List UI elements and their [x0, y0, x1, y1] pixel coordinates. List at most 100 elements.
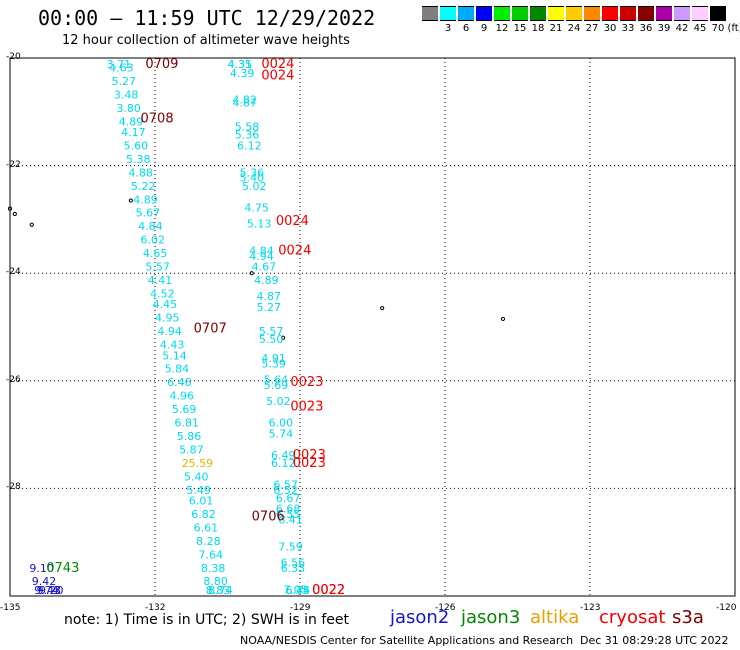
wave-height-value: 25.59 — [182, 457, 214, 470]
wave-height-value: 8.80 — [203, 575, 228, 588]
wave-height-value: 4.87 — [257, 290, 282, 303]
wave-height-value: 6.81 — [174, 417, 199, 430]
wave-height-value: 4.17 — [121, 126, 145, 139]
pass-time-label: 0024 — [276, 214, 309, 229]
pass-time-label: 0023 — [290, 399, 323, 414]
wave-height-value: 5.57 — [145, 261, 170, 274]
wave-height-value: 4.89 — [119, 115, 144, 128]
legend-cryosat: cryosat — [599, 607, 666, 628]
wave-height-value: 4.94 — [249, 250, 274, 263]
map-frame — [9, 57, 736, 597]
colorbar-tick-label: 15 — [513, 23, 527, 34]
wave-height-value: 3.48 — [114, 88, 138, 101]
colorbar-swatch — [620, 6, 636, 21]
wave-height-value: 5.40 — [240, 172, 264, 185]
colorbar-swatch — [638, 6, 654, 21]
pass-time-label: 0023 — [290, 375, 323, 390]
colorbar-tick-label: 21 — [549, 23, 563, 34]
wave-height-value: 4.41 — [148, 274, 173, 287]
colorbar-tick-label: 12 — [495, 23, 509, 34]
wave-height-value: 6.12 — [271, 457, 296, 470]
colorbar-swatch — [566, 6, 582, 21]
island-marker — [380, 306, 385, 311]
colorbar-tick-label: 39 — [657, 23, 671, 34]
wave-height-value: 4.94 — [157, 325, 182, 338]
longitude-tick-label: -120 — [716, 603, 737, 613]
colorbar-swatch — [512, 6, 528, 21]
colorbar-unit: (ft) — [727, 23, 740, 34]
wave-height-value: 5.67 — [136, 207, 161, 220]
wave-height-value: 4.84 — [138, 220, 163, 233]
colorbar-tick-label: 70 — [711, 23, 725, 34]
wave-height-value: 6.57 — [273, 478, 298, 491]
wave-height-value: 3.71 — [107, 58, 131, 71]
wave-height-value: 3.80 — [116, 102, 141, 115]
wave-height-value: 5.64 — [264, 373, 289, 386]
pass-time-label: 0023 — [293, 456, 326, 471]
wave-height-value: 7.59 — [278, 540, 303, 553]
colorbar-tick-label: 45 — [693, 23, 707, 34]
wave-height-value: 8.83 — [206, 584, 231, 597]
wave-height-value: 5.02 — [266, 395, 291, 408]
wave-height-value: 8.38 — [201, 562, 226, 575]
wave-height-value: 5.69 — [172, 403, 197, 416]
wave-height-value: 4.89 — [133, 193, 158, 206]
wave-height-value: 5.58 — [235, 121, 260, 134]
wave-height-value: 5.02 — [242, 180, 267, 193]
legend-s3a: s3a — [672, 607, 704, 628]
latitude-tick-label: -22 — [6, 159, 21, 170]
wave-height-value: 6.75 — [286, 584, 311, 597]
longitude-tick-label: -129 — [290, 603, 311, 613]
colorbar-swatch — [548, 6, 564, 21]
colorbar-swatch — [602, 6, 618, 21]
colorbar-swatch — [476, 6, 492, 21]
wave-height-value: 4.67 — [252, 261, 277, 274]
colorbar-tick-label: 36 — [639, 23, 653, 34]
latitude-tick-label: -26 — [6, 374, 21, 385]
wave-height-value: 4.43 — [160, 339, 185, 352]
island-marker — [12, 211, 17, 217]
wave-height-value: 4.31 — [228, 58, 253, 71]
wave-height-value: 6.68 — [276, 503, 301, 516]
pass-time-label: 0706 — [252, 510, 285, 525]
wave-height-value: 4.96 — [170, 390, 195, 403]
wave-height-value: 5.40 — [184, 470, 209, 483]
wave-height-value: 4.75 — [244, 201, 269, 214]
wave-height-value: 4.65 — [143, 247, 168, 260]
wave-height-value: 6.00 — [269, 417, 294, 430]
island-marker — [7, 206, 13, 211]
wave-height-value: 6.67 — [276, 492, 301, 505]
wave-height-value: 5.39 — [261, 357, 286, 370]
colorbar-tick-label: 24 — [567, 23, 581, 34]
longitude-tick-label: -135 — [0, 603, 21, 613]
wave-height-value: 5.36 — [235, 129, 260, 142]
pass-time-label: 0023 — [293, 448, 326, 463]
wave-height-value: 5.27 — [112, 75, 137, 88]
colorbar-tick-label: 3 — [444, 23, 452, 34]
wave-height-value: 4.91 — [261, 352, 286, 365]
wave-height-value: 4.89 — [254, 274, 278, 287]
wave-height-value: 5.22 — [131, 180, 156, 193]
colorbar-swatch — [584, 6, 600, 21]
colorbar-swatch — [656, 6, 672, 21]
latitude-tick-label: -24 — [6, 267, 21, 278]
wave-height-value: 4.95 — [155, 312, 180, 325]
wave-height-value: 6.49 — [271, 449, 296, 462]
legend-jason2: jason2 — [390, 607, 450, 628]
wave-height-value: 5.60 — [124, 139, 149, 152]
generated-timestamp: Dec 31 08:29:28 UTC 2022 — [580, 634, 729, 647]
colorbar-swatch — [422, 6, 438, 21]
wave-height-value: 5.69 — [264, 379, 289, 392]
wave-height-value: 4.88 — [128, 166, 153, 179]
pass-time-label: 0743 — [46, 561, 79, 576]
wave-height-value: 6.12 — [237, 139, 262, 152]
colorbar-swatch — [494, 6, 510, 21]
wave-height-value: 7.05 — [283, 583, 308, 596]
wave-height-value: 6.46 — [167, 376, 192, 389]
wave-height-value: 8.74 — [208, 584, 233, 597]
wave-height-value: 6.61 — [194, 521, 219, 534]
colorbar-swatch — [440, 6, 456, 21]
wave-height-value: 6.44 — [286, 584, 311, 597]
legend-jason3: jason3 — [461, 607, 521, 628]
